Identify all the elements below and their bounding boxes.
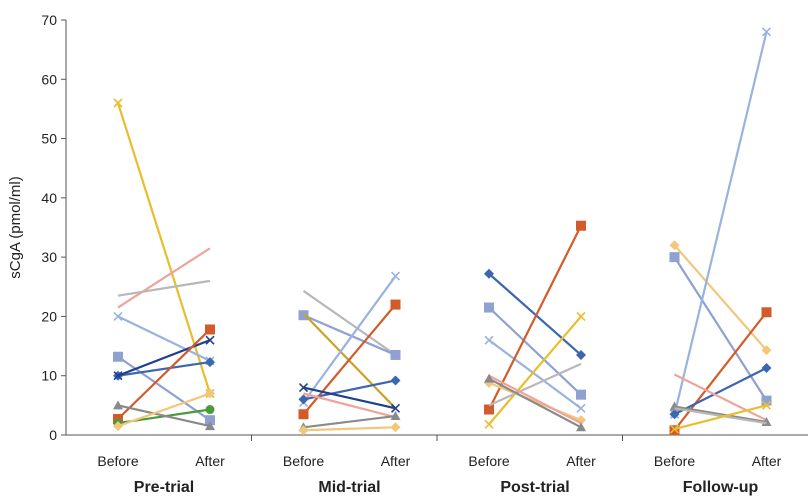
data-point (113, 400, 123, 409)
series-line-group (299, 422, 401, 435)
x-tick-label-after: After (381, 453, 411, 469)
series-line-group (118, 281, 210, 296)
series-line-group (114, 99, 214, 398)
x-tick-label-after: After (195, 453, 225, 469)
data-point (485, 420, 493, 428)
data-point (670, 425, 680, 435)
data-point (577, 312, 585, 320)
data-point (391, 422, 401, 432)
data-point (576, 221, 586, 231)
x-tick-label-after: After (566, 453, 596, 469)
series-line-group (299, 300, 401, 420)
series-line (118, 316, 210, 360)
data-point (391, 375, 401, 385)
y-tick-label: 40 (41, 190, 57, 206)
series-line (118, 281, 210, 296)
data-point (206, 405, 215, 414)
series-line-group (485, 312, 585, 428)
data-point (576, 422, 586, 431)
y-tick-label: 70 (41, 12, 57, 28)
x-tick-label-before: Before (654, 453, 695, 469)
series-line (489, 274, 581, 355)
x-tick-label-after: After (752, 453, 782, 469)
series-line (118, 340, 210, 376)
data-point (762, 363, 772, 373)
series-line-group (670, 252, 772, 405)
data-point (485, 336, 493, 344)
series-line (675, 368, 767, 414)
x-tick-label-before: Before (97, 453, 138, 469)
data-point (577, 404, 585, 412)
series-line-group (303, 291, 395, 355)
x-tick-label-before: Before (468, 453, 509, 469)
data-point (113, 352, 123, 362)
data-point (114, 312, 122, 320)
group-series (670, 28, 772, 435)
data-point (484, 405, 494, 415)
series-line (304, 416, 396, 427)
series-line-group (113, 400, 215, 430)
series-line-group (300, 272, 400, 406)
group-series (484, 221, 586, 432)
data-point (299, 310, 309, 320)
y-tick-label: 30 (41, 249, 57, 265)
data-point (670, 252, 680, 262)
series-line (118, 103, 210, 394)
series-line-group (674, 408, 766, 423)
series-line (675, 245, 767, 350)
data-point (205, 324, 215, 334)
series-line (489, 379, 581, 428)
group-series (113, 99, 215, 431)
data-point (762, 396, 772, 406)
series-line (118, 248, 210, 307)
series-line-group (118, 248, 210, 307)
data-point (484, 303, 494, 313)
data-point (762, 307, 772, 317)
group-label: Pre-trial (134, 479, 194, 496)
data-point (392, 272, 400, 280)
y-tick-label: 60 (41, 71, 57, 87)
series-line-group (484, 374, 586, 432)
series-line (675, 32, 767, 414)
group-label: Post-trial (500, 479, 569, 496)
y-axis-label: sCgA (pmol/ml) (7, 176, 24, 279)
series-line (118, 405, 210, 426)
group-series (299, 272, 401, 435)
series-line (304, 427, 396, 430)
y-tick-label: 50 (41, 131, 57, 147)
series-line (675, 408, 767, 423)
y-tick-label: 0 (49, 427, 57, 443)
series-layer (113, 28, 772, 435)
group-label: Follow-up (683, 479, 759, 496)
series-line-group (484, 269, 586, 360)
series-line (489, 383, 581, 420)
x-tick-label-before: Before (283, 453, 324, 469)
series-line-group (671, 28, 771, 418)
y-tick-label: 20 (41, 308, 57, 324)
data-point (576, 390, 586, 400)
data-point (391, 300, 401, 310)
series-line (304, 291, 396, 355)
group-label: Mid-trial (318, 479, 380, 496)
series-line-group (670, 240, 772, 355)
data-point (391, 350, 401, 360)
data-point (299, 409, 309, 419)
y-tick-label: 10 (41, 368, 57, 384)
